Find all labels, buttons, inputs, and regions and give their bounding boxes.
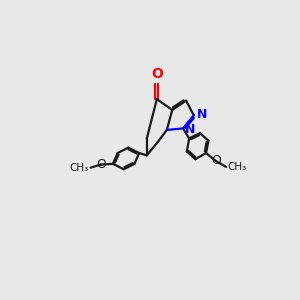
Text: CH₃: CH₃	[70, 163, 89, 173]
Text: N: N	[185, 123, 196, 136]
Text: N: N	[197, 108, 207, 121]
Text: CH₃: CH₃	[228, 162, 247, 172]
Text: O: O	[152, 68, 164, 81]
Text: O: O	[211, 154, 221, 167]
Text: O: O	[97, 158, 106, 171]
